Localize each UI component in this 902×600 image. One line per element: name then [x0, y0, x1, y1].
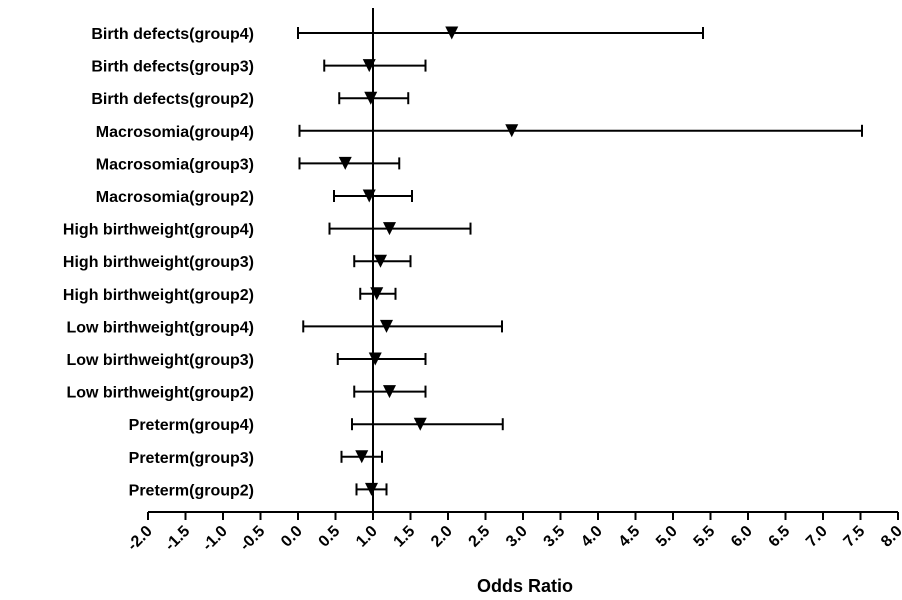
x-tick-label: 3.0: [503, 523, 531, 551]
estimate-marker: [355, 450, 369, 464]
x-tick-label: 0.0: [278, 523, 306, 551]
ci-row: [336, 352, 427, 366]
estimate-marker: [505, 124, 519, 138]
ci-row: [323, 59, 427, 73]
row-label: Birth defects(group4): [91, 26, 254, 43]
x-tick-label: 8.0: [878, 523, 902, 551]
row-label: Preterm(group4): [129, 417, 254, 434]
x-tick-label: 3.5: [541, 523, 569, 551]
x-tick-label: 5.0: [653, 523, 681, 551]
estimate-marker: [413, 417, 427, 431]
ci-row: [333, 189, 413, 203]
x-tick-label: 4.5: [616, 523, 644, 551]
plot-area: [297, 8, 863, 512]
x-axis: -2.0 -1.5 -1.0 -0.5 0.0 0.5 1.0 1.5 2.0 2.5 3.0 3.5…: [124, 511, 902, 555]
ci-row: [340, 450, 383, 464]
row-label: Macrosomia(group2): [96, 189, 254, 206]
x-tick-label: 6.0: [728, 523, 756, 551]
estimate-marker: [383, 385, 396, 399]
ci-row: [351, 417, 504, 431]
estimate-marker: [383, 222, 396, 236]
ci-row: [298, 124, 863, 138]
row-label: Low birthweight(group4): [66, 319, 254, 336]
estimate-marker: [374, 254, 387, 268]
row-label: Low birthweight(group3): [66, 352, 254, 369]
x-tick-label: 2.5: [466, 523, 494, 551]
x-tick-label: 7.0: [803, 523, 831, 551]
ci-row: [302, 319, 503, 333]
row-label: Preterm(group2): [129, 482, 254, 499]
row-label: Preterm(group3): [129, 450, 254, 467]
x-tick-label: 6.5: [766, 523, 794, 551]
x-tick-label: 7.5: [841, 523, 869, 551]
x-tick-label: 2.0: [428, 523, 456, 551]
ci-row: [298, 156, 401, 170]
row-label: High birthweight(group3): [63, 254, 254, 271]
estimate-marker: [365, 482, 378, 496]
estimate-marker: [370, 287, 384, 301]
row-label: Birth defects(group2): [91, 91, 254, 108]
x-tick-label: 5.5: [691, 523, 719, 551]
ci-row: [353, 254, 412, 268]
ci-row: [355, 482, 388, 496]
x-tick-label: 1.5: [391, 523, 419, 551]
x-tick-label: 4.0: [578, 523, 606, 551]
row-label: Macrosomia(group4): [96, 124, 254, 141]
estimate-marker: [364, 91, 378, 105]
row-label: High birthweight(group2): [63, 287, 254, 304]
ci-row: [297, 26, 704, 40]
x-tick-label: -0.5: [237, 523, 269, 555]
estimate-marker: [380, 319, 393, 333]
row-label: Macrosomia(group3): [96, 156, 254, 173]
x-tick-label: 1.0: [353, 523, 381, 551]
row-label: High birthweight(group4): [63, 222, 254, 239]
estimate-marker: [338, 156, 352, 170]
x-tick-label: -1.0: [199, 523, 231, 555]
row-label: Low birthweight(group2): [66, 385, 254, 402]
row-label: Birth defects(group3): [91, 59, 254, 76]
ci-row: [338, 91, 410, 105]
ci-row: [328, 222, 472, 236]
x-tick-label: -1.5: [162, 523, 194, 555]
x-tick-label: 0.5: [316, 523, 344, 551]
estimate-marker: [368, 352, 382, 366]
ci-row: [353, 385, 427, 399]
estimate-marker: [362, 189, 376, 203]
estimate-marker: [445, 26, 459, 40]
x-axis-title: Odds Ratio: [477, 576, 573, 596]
row-labels: Birth defects(group4) Birth defects(group…: [63, 26, 254, 499]
estimate-marker: [362, 59, 376, 73]
ci-row: [359, 287, 397, 301]
x-tick-label: -2.0: [124, 523, 156, 555]
